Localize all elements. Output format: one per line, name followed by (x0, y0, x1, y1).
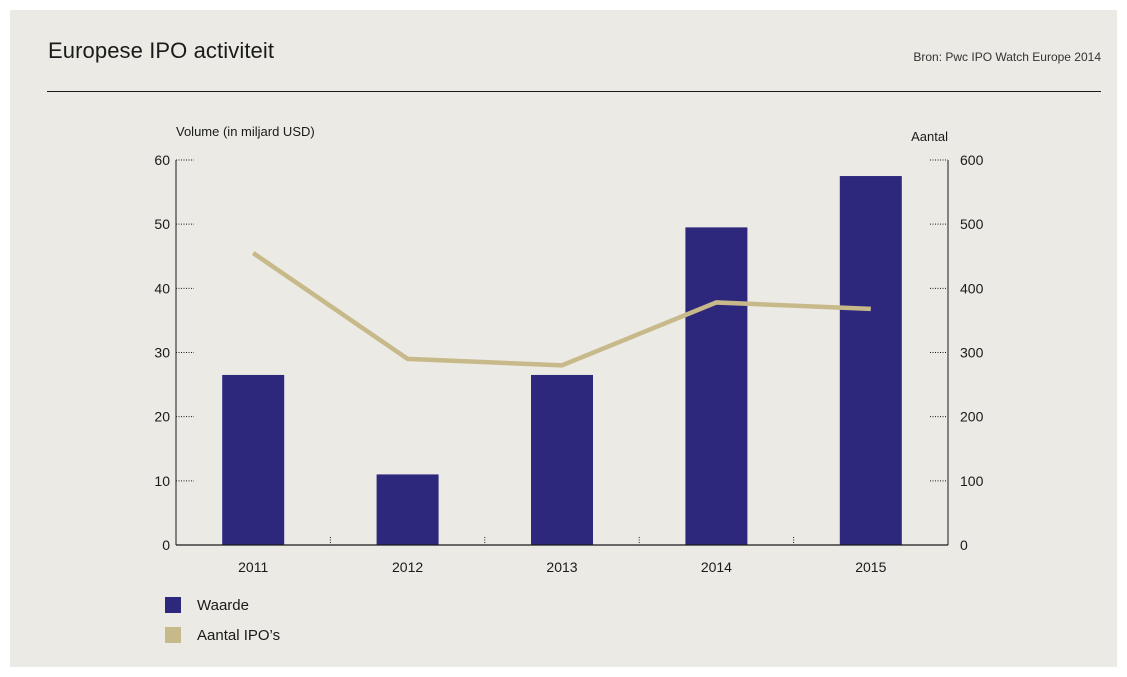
y-tick-label-left: 0 (162, 537, 170, 553)
y-tick-label-left: 10 (154, 473, 170, 489)
chart-title: Europese IPO activiteit (48, 38, 275, 63)
legend-label-waarde: Waarde (197, 596, 249, 614)
bar-2011 (222, 374, 285, 545)
y-tick-label-left: 40 (154, 280, 170, 296)
chart-source: Bron: Pwc IPO Watch Europe 2014 (913, 50, 1101, 64)
x-tick-label-2012: 2012 (392, 559, 423, 575)
x-tick-label-2011: 2011 (238, 559, 268, 575)
y-tick-label-right: 0 (960, 537, 968, 553)
y-tick-label-left: 30 (154, 345, 170, 361)
y-tick-label-right: 200 (960, 409, 984, 425)
y-tick-label-left: 60 (154, 152, 170, 168)
legend-label-aantal: Aantal IPO’s (197, 626, 281, 644)
legend: Waarde Aantal IPO’s (165, 590, 280, 650)
legend-item-aantal: Aantal IPO’s (165, 620, 280, 650)
x-tick-label-2014: 2014 (701, 559, 732, 575)
y-tick-label-right: 300 (960, 345, 984, 361)
y-tick-label-left: 50 (154, 216, 170, 232)
y-tick-label-right: 500 (960, 216, 984, 232)
header-divider (47, 91, 1101, 92)
y-axis-label-right: Aantal (911, 129, 948, 144)
y-tick-label-right: 600 (960, 152, 984, 168)
legend-swatch-aantal (165, 627, 181, 643)
y-axis-label-left: Volume (in miljard USD) (176, 124, 315, 139)
chart-panel: Europese IPO activiteit Bron: Pwc IPO Wa… (10, 10, 1117, 667)
y-tick-label-right: 400 (960, 280, 984, 296)
x-tick-label-2013: 2013 (546, 559, 577, 575)
bar-2012 (376, 474, 439, 545)
line-aantal-ipos (251, 251, 871, 368)
legend-swatch-waarde (165, 597, 181, 613)
bar-2014 (685, 227, 748, 545)
bar-2015 (839, 176, 902, 545)
y-tick-label-left: 20 (154, 409, 170, 425)
legend-item-waarde: Waarde (165, 590, 280, 620)
y-tick-label-right: 100 (960, 473, 984, 489)
x-tick-label-2015: 2015 (855, 559, 886, 575)
bar-2013 (531, 374, 593, 545)
